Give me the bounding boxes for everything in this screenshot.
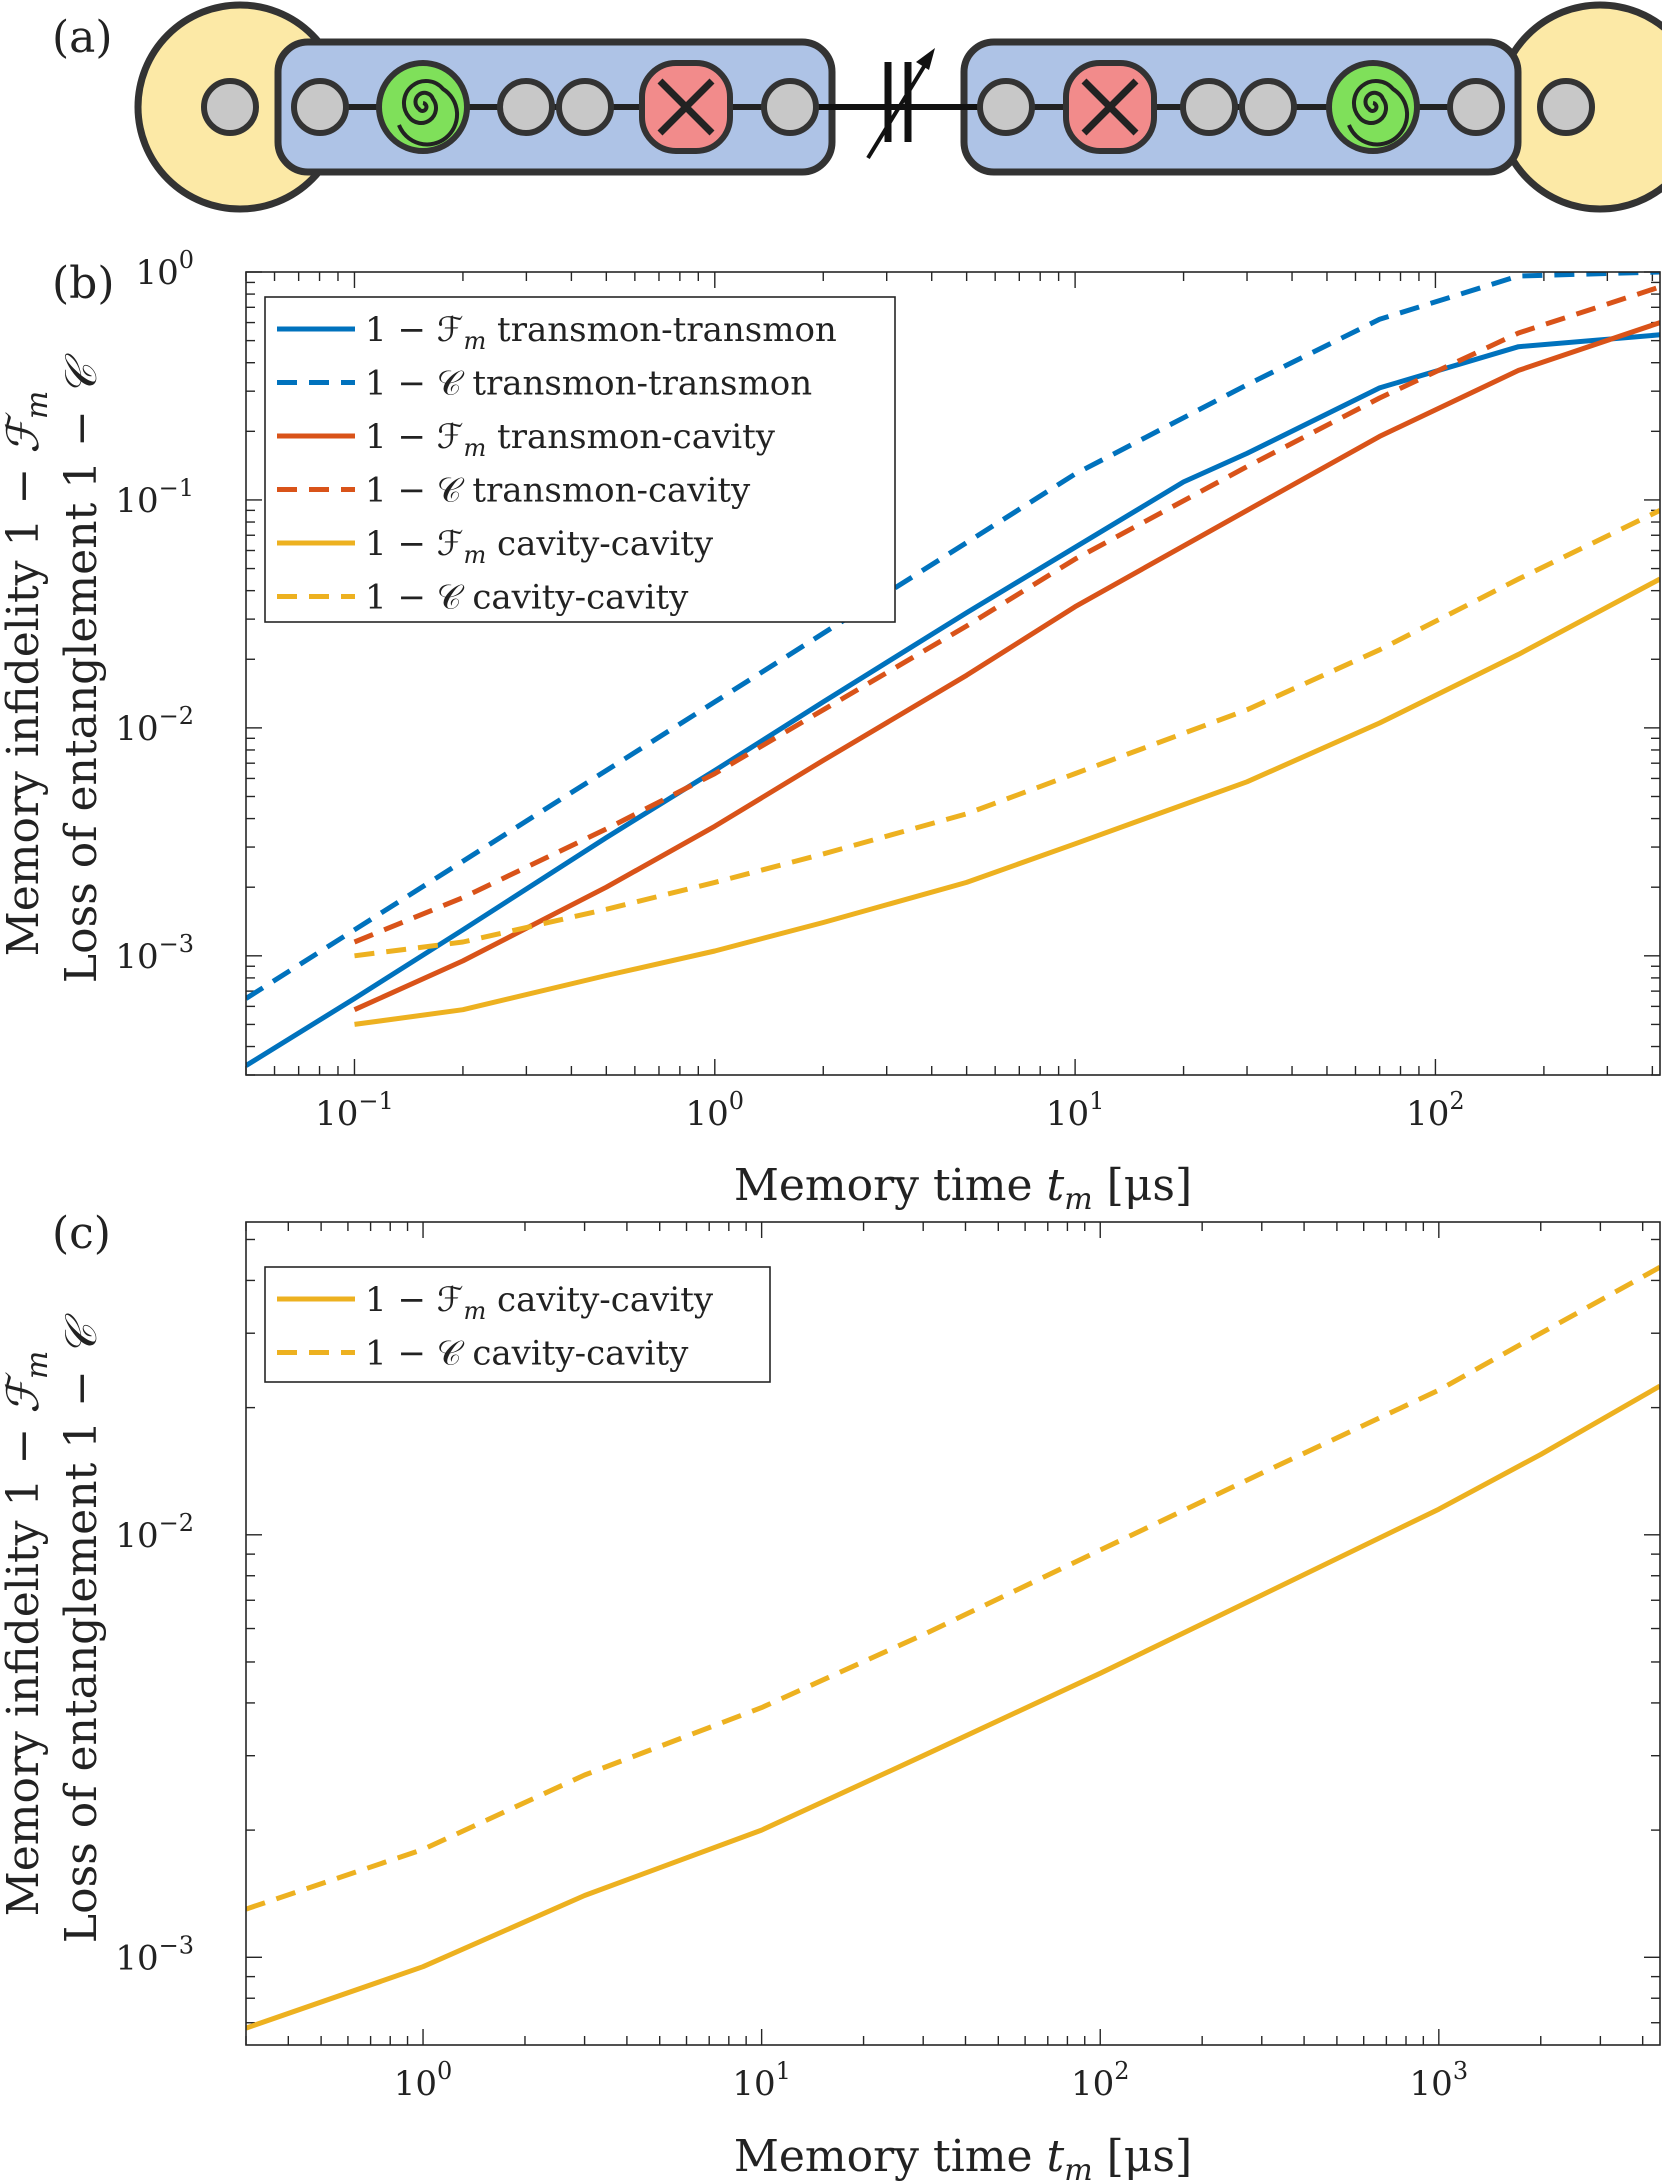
y-axis-title-entanglement: Loss of entanglement 1 − 𝒞 [56,1313,107,1943]
series-line-6 [354,508,1660,959]
tick-marks [245,271,1660,1076]
legend-label: 1 − 𝒞 cavity-cavity [365,578,689,618]
x-tick-label: 101 [732,2057,791,2104]
y-axis-title-entanglement: Loss of entanglement 1 − 𝒞 [56,353,107,983]
x-tick-label: 102 [1071,2057,1130,2104]
y-tick-label: 10−2 [115,1509,194,1556]
x-tick-label: 101 [1046,1087,1105,1134]
y-tick-label: 100 [135,246,194,293]
y-tick-label: 10−3 [115,1931,194,1978]
transmon-cross-icon [639,60,733,154]
panel-label-b: (b) [52,258,115,309]
node [497,78,555,136]
circuit-schematic [134,1,1662,213]
legend-label: 1 − 𝒞 transmon-transmon [365,364,812,404]
y-tick-label: 10−3 [115,930,194,977]
node [1239,78,1297,136]
coupler-arrow [866,58,930,160]
x-tick-label: 100 [394,2057,453,2104]
coupler-arrowhead [916,48,935,70]
node [291,78,349,136]
node [556,78,614,136]
cavity-spiral-icon [1326,60,1420,154]
x-tick-label: 102 [1406,1087,1465,1134]
node [1447,78,1505,136]
panel-label-c: (c) [52,1208,111,1259]
node [1537,78,1595,136]
node [977,78,1035,136]
series-line-1 [246,332,1660,1068]
y-tick-label: 10−1 [115,474,194,521]
series-group [246,1265,1660,2031]
legend-label: 1 − ℱm cavity-cavity [365,1280,714,1325]
series-line-2 [246,272,1660,1001]
legend-label: 1 − 𝒞 transmon-cavity [365,471,751,511]
tick-marks [245,1222,1660,2045]
x-axis-title: Memory time tm [μs] [734,2131,1192,2184]
series-line-2 [246,1265,1660,1912]
legend-box [264,296,896,623]
plot-frame [245,271,1661,1076]
panel-label-a: (a) [52,12,113,63]
node [201,78,259,136]
legend-label: 1 − 𝒞 cavity-cavity [365,1334,689,1374]
transmon-cross-icon [1063,60,1157,154]
node [761,78,819,136]
legend-label: 1 − ℱm transmon-cavity [365,417,776,462]
legend-label: 1 − ℱm cavity-cavity [365,524,714,569]
legend-box [264,1266,771,1383]
y-tick-label: 10−2 [115,702,194,749]
plot-frame [245,1221,1661,2046]
series-line-5 [354,576,1660,1027]
x-tick-label: 10−1 [315,1087,394,1134]
x-axis-title: Memory time tm [μs] [734,1160,1192,1217]
chart-c: 100 101 102 103 10−3 10−2 Memory time tm [μs] M… [0,1221,1661,2184]
y-axis-title-infidelity: Memory infidelity 1 − ℱm [0,1351,55,1917]
chart-b: 10−1 100 101 102 10−3 10−2 10−1 100 Memory time … [0,246,1661,1217]
series-line-1 [246,1383,1660,2031]
node [1180,78,1238,136]
series-line-4 [353,284,1660,945]
cavity-spiral-icon [376,60,470,154]
legend: 1 − ℱm transmon-transmon 1 − 𝒞 transmon-t… [264,296,896,623]
y-axis-title-infidelity: Memory infidelity 1 − ℱm [0,391,55,957]
series-line-3 [353,320,1660,1012]
legend-label: 1 − ℱm transmon-transmon [365,310,837,355]
legend: 1 − ℱm cavity-cavity 1 − 𝒞 cavity-cavity [264,1266,771,1383]
x-tick-label: 100 [686,1087,745,1134]
x-tick-label: 103 [1410,2057,1469,2104]
series-group [246,272,1660,1068]
